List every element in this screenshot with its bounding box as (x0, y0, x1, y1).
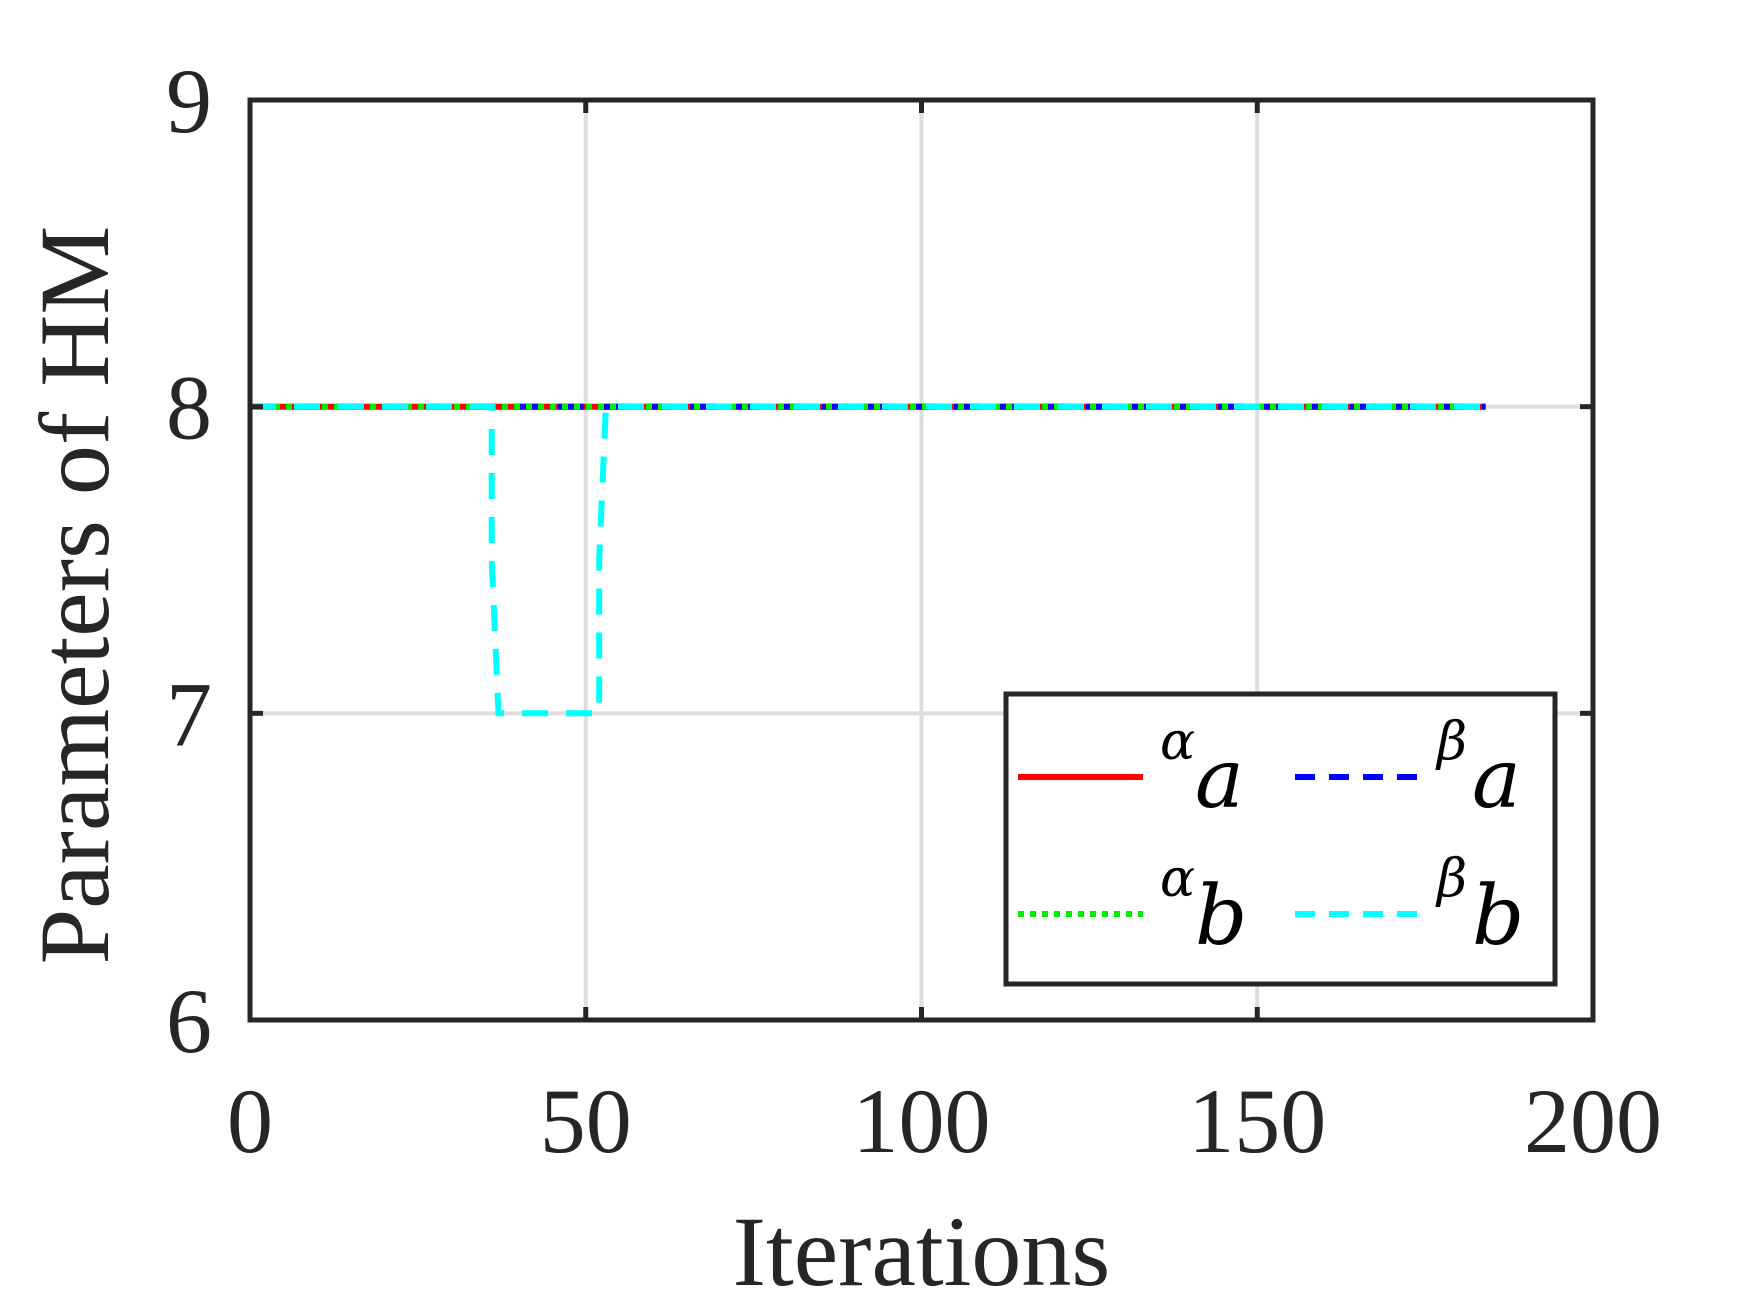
x-axis-label: Iterations (733, 1196, 1111, 1307)
x-tick-label: 100 (853, 1070, 991, 1172)
y-tick-labels: 6 7 8 9 (166, 50, 212, 1072)
y-tick-label: 8 (166, 357, 212, 459)
series-line-βb (250, 403, 1486, 717)
y-tick-label: 9 (166, 50, 212, 152)
legend-label-main: b (1195, 869, 1248, 964)
y-axis-label: Parameters of HM (19, 226, 130, 965)
y-tick-label: 6 (166, 970, 212, 1072)
x-tick-label: 200 (1524, 1070, 1662, 1172)
legend-label-sup: β (1435, 849, 1467, 909)
series-lines (250, 403, 1486, 717)
y-tick-label: 7 (166, 663, 212, 765)
legend-label-main: a (1195, 732, 1244, 827)
legend: α a β aα b β b (1003, 691, 1558, 987)
legend-box (1003, 691, 1558, 987)
axes-frame (247, 97, 1596, 1023)
legend-label-main: a (1472, 732, 1521, 827)
x-tick-label: 50 (540, 1070, 632, 1172)
x-tick-labels: 0 50 100 150 200 (227, 1070, 1662, 1172)
legend-label-main: b (1472, 869, 1525, 964)
legend-label-sup: α (1160, 849, 1195, 909)
x-tick-label: 150 (1188, 1070, 1326, 1172)
legend-label-sup: α (1160, 712, 1195, 772)
x-tick-label: 0 (227, 1070, 273, 1172)
legend-label-sup: β (1435, 712, 1467, 772)
